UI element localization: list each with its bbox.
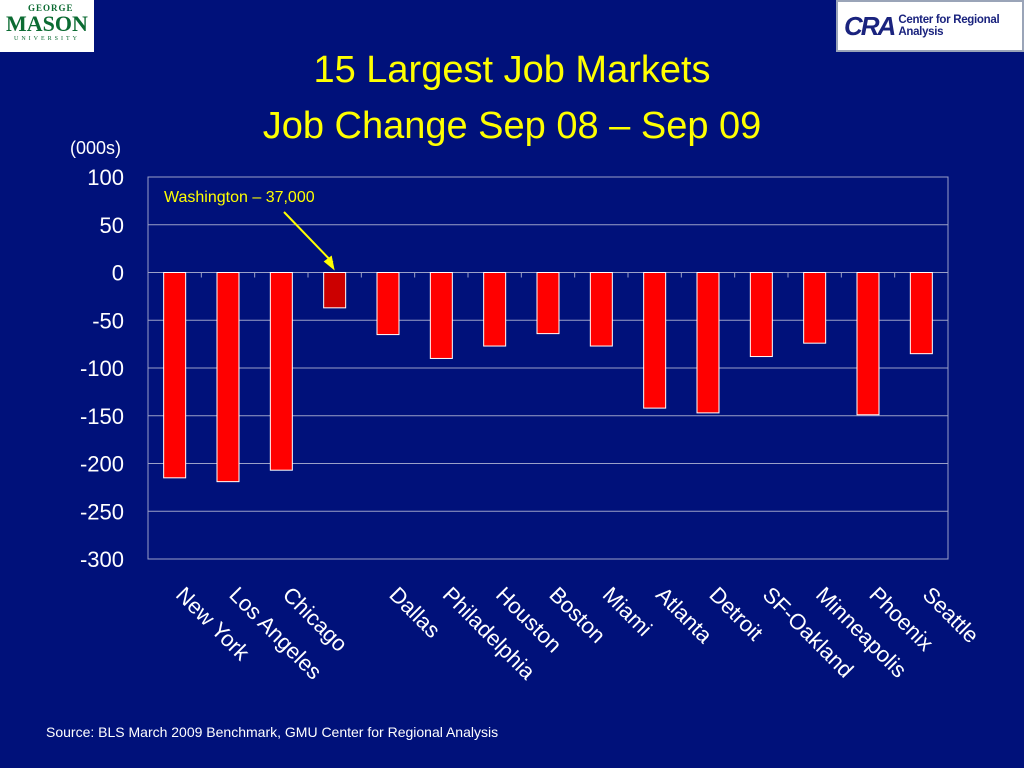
gmu-logo-line2: MASON [6, 11, 88, 36]
annotation-label: Washington – 37,000 [164, 189, 315, 206]
bar [323, 272, 347, 309]
annotation-arrow-line [283, 211, 334, 264]
cra-logo: CRA Center for Regional Analysis [836, 0, 1024, 52]
bar [696, 272, 720, 414]
bar [909, 272, 933, 355]
y-tick-label: 0 [112, 261, 124, 286]
y-axis-unit-label: (000s) [70, 138, 122, 158]
bar [429, 272, 453, 359]
source-note: Source: BLS March 2009 Benchmark, GMU Ce… [46, 724, 499, 740]
gmu-logo-line1: GEORGE [28, 3, 74, 13]
y-tick-label: 50 [100, 213, 124, 238]
bar [589, 272, 613, 347]
x-category-label: Dallas [384, 582, 445, 643]
cra-logo-text: Center for Regional Analysis [898, 14, 1000, 38]
gmu-logo-line3: UNIVERSITY [14, 36, 80, 42]
bar [536, 272, 560, 335]
bar [749, 272, 773, 358]
y-tick-label: -200 [80, 452, 124, 477]
annotation-arrow-head [323, 255, 335, 271]
y-tick-label: -50 [92, 308, 124, 333]
bar [163, 272, 187, 479]
bar [216, 272, 240, 483]
bar [856, 272, 880, 416]
chart-subtitle: Job Change Sep 08 – Sep 09 [262, 105, 762, 147]
x-category-label: Atlanta [651, 582, 718, 649]
y-tick-label: -100 [80, 356, 124, 381]
chart-title: 15 Largest Job Markets [313, 49, 711, 91]
bar [803, 272, 827, 344]
bar [643, 272, 667, 409]
bar [376, 272, 400, 336]
y-tick-label: -150 [80, 404, 124, 429]
x-category-label: Detroit [704, 582, 767, 645]
bar [483, 272, 507, 347]
y-tick-label: 100 [87, 165, 124, 190]
bar [269, 272, 293, 471]
cra-logo-mark: CRA [844, 10, 896, 41]
y-tick-label: -300 [80, 547, 124, 572]
y-tick-label: -250 [80, 499, 124, 524]
gmu-logo: GEORGE MASON UNIVERSITY [0, 0, 94, 52]
